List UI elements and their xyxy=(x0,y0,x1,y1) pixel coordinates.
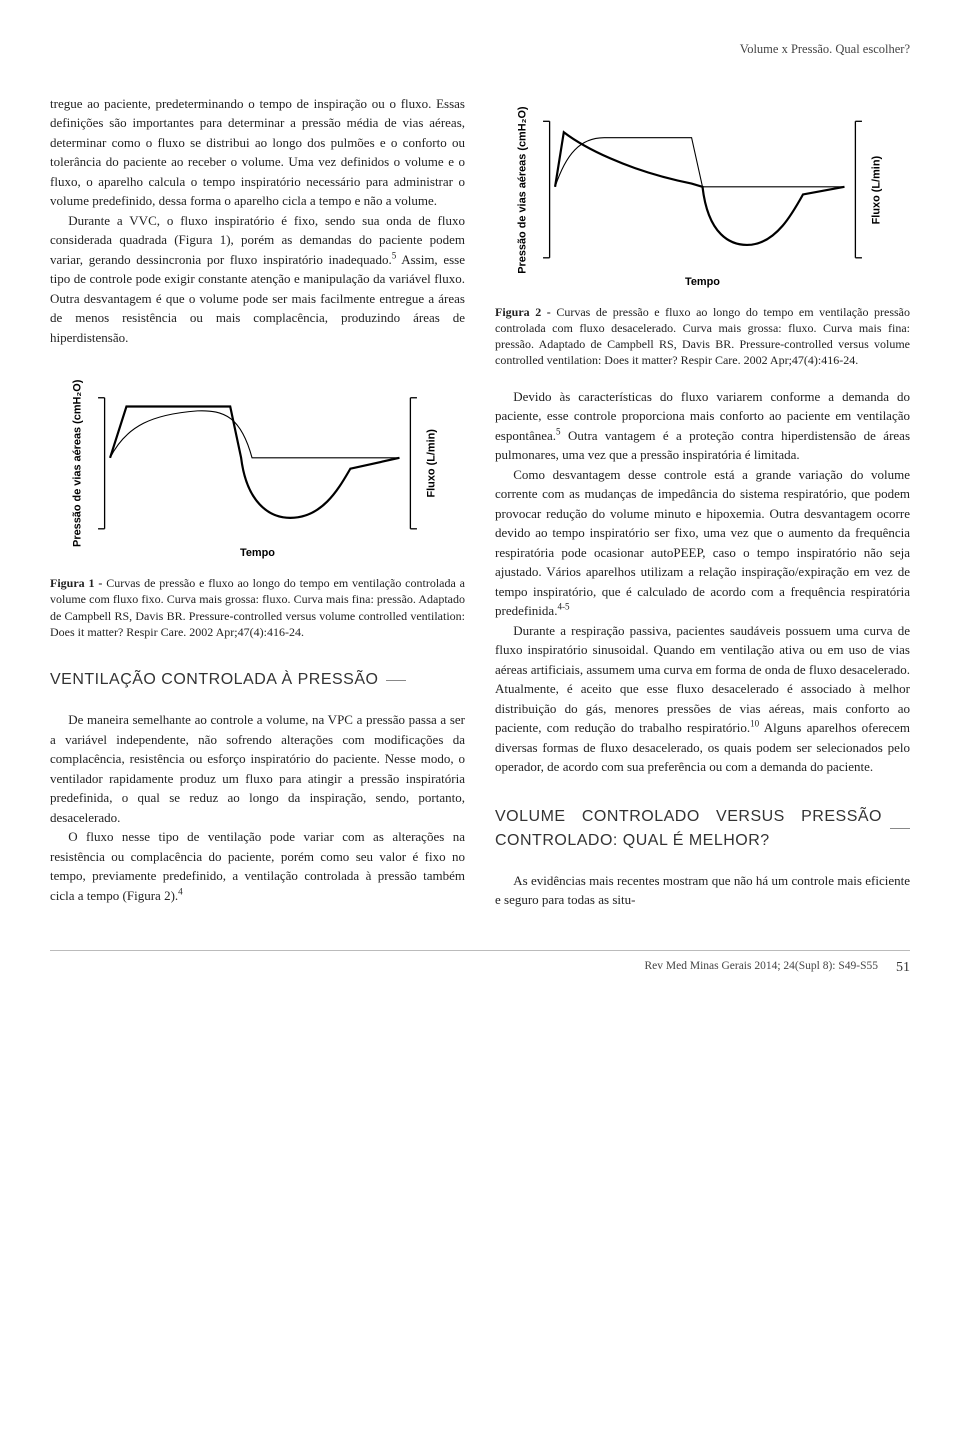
axis-label-x: Tempo xyxy=(240,547,275,559)
figure-2-svg: Pressão de vias aéreas (cmH₂O) Fluxo (L/… xyxy=(495,94,910,296)
axis-label-left: Pressão de vias aéreas (cmH₂O) xyxy=(517,106,529,274)
fig1-pressure-curve xyxy=(110,411,399,458)
figure-2-caption: Figura 2 - Curvas de pressão e fluxo ao … xyxy=(495,304,910,369)
figure-2: Pressão de vias aéreas (cmH₂O) Fluxo (L/… xyxy=(495,94,910,369)
paragraph: As evidências mais recentes mostram que … xyxy=(495,871,910,910)
fig1-flow-curve xyxy=(110,407,399,518)
caption-label: Figura 1 - xyxy=(50,576,106,590)
caption-text: Curvas de pressão e fluxo ao longo do te… xyxy=(50,576,465,639)
caption-label: Figura 2 - xyxy=(495,305,556,319)
footer-citation: Rev Med Minas Gerais 2014; 24(Supl 8): S… xyxy=(644,958,878,975)
section-heading-comparison: VOLUME CONTROLADO VERSUS PRESSÃO CONTROL… xyxy=(495,805,910,853)
paragraph: tregue ao paciente, predeterminando o te… xyxy=(50,94,465,211)
figure-1-svg: Pressão de vias aéreas (cmH₂O) Fluxo (L/… xyxy=(50,365,465,567)
axis-label-x: Tempo xyxy=(685,276,720,288)
fig2-flow-curve xyxy=(555,132,844,245)
section-heading-vpc: VENTILAÇÃO CONTROLADA À PRESSÃO xyxy=(50,668,465,692)
axis-label-right: Fluxo (L/min) xyxy=(870,155,882,224)
paragraph: Devido às características do fluxo varia… xyxy=(495,387,910,465)
fig2-pressure-curve xyxy=(555,137,844,186)
figure-1-caption: Figura 1 - Curvas de pressão e fluxo ao … xyxy=(50,575,465,640)
text-run: O fluxo nesse tipo de ventilação pode va… xyxy=(50,829,465,903)
caption-text: Curvas de pressão e fluxo ao longo do te… xyxy=(495,305,910,368)
figure-1: Pressão de vias aéreas (cmH₂O) Fluxo (L/… xyxy=(50,365,465,640)
paragraph: Durante a VVC, o fluxo inspiratório é fi… xyxy=(50,211,465,348)
text-run: Durante a respiração passiva, pacientes … xyxy=(495,623,910,736)
axis-label-left: Pressão de vias aéreas (cmH₂O) xyxy=(72,380,84,548)
text-run: Como desvantagem desse controle está a g… xyxy=(495,467,910,619)
citation-sup: 4-5 xyxy=(557,602,569,612)
paragraph: Como desvantagem desse controle está a g… xyxy=(495,465,910,621)
axis-label-right: Fluxo (L/min) xyxy=(425,429,437,498)
page-number: 51 xyxy=(896,957,910,978)
citation-sup: 10 xyxy=(750,719,759,729)
paragraph: O fluxo nesse tipo de ventilação pode va… xyxy=(50,827,465,905)
right-column: Pressão de vias aéreas (cmH₂O) Fluxo (L/… xyxy=(495,94,910,910)
left-column: tregue ao paciente, predeterminando o te… xyxy=(50,94,465,910)
paragraph: Durante a respiração passiva, pacientes … xyxy=(495,621,910,777)
paragraph: De maneira semelhante ao controle a volu… xyxy=(50,710,465,827)
two-column-layout: tregue ao paciente, predeterminando o te… xyxy=(50,94,910,910)
page-footer: Rev Med Minas Gerais 2014; 24(Supl 8): S… xyxy=(50,950,910,978)
running-header: Volume x Pressão. Qual escolher? xyxy=(50,40,910,59)
citation-sup: 4 xyxy=(178,886,183,896)
